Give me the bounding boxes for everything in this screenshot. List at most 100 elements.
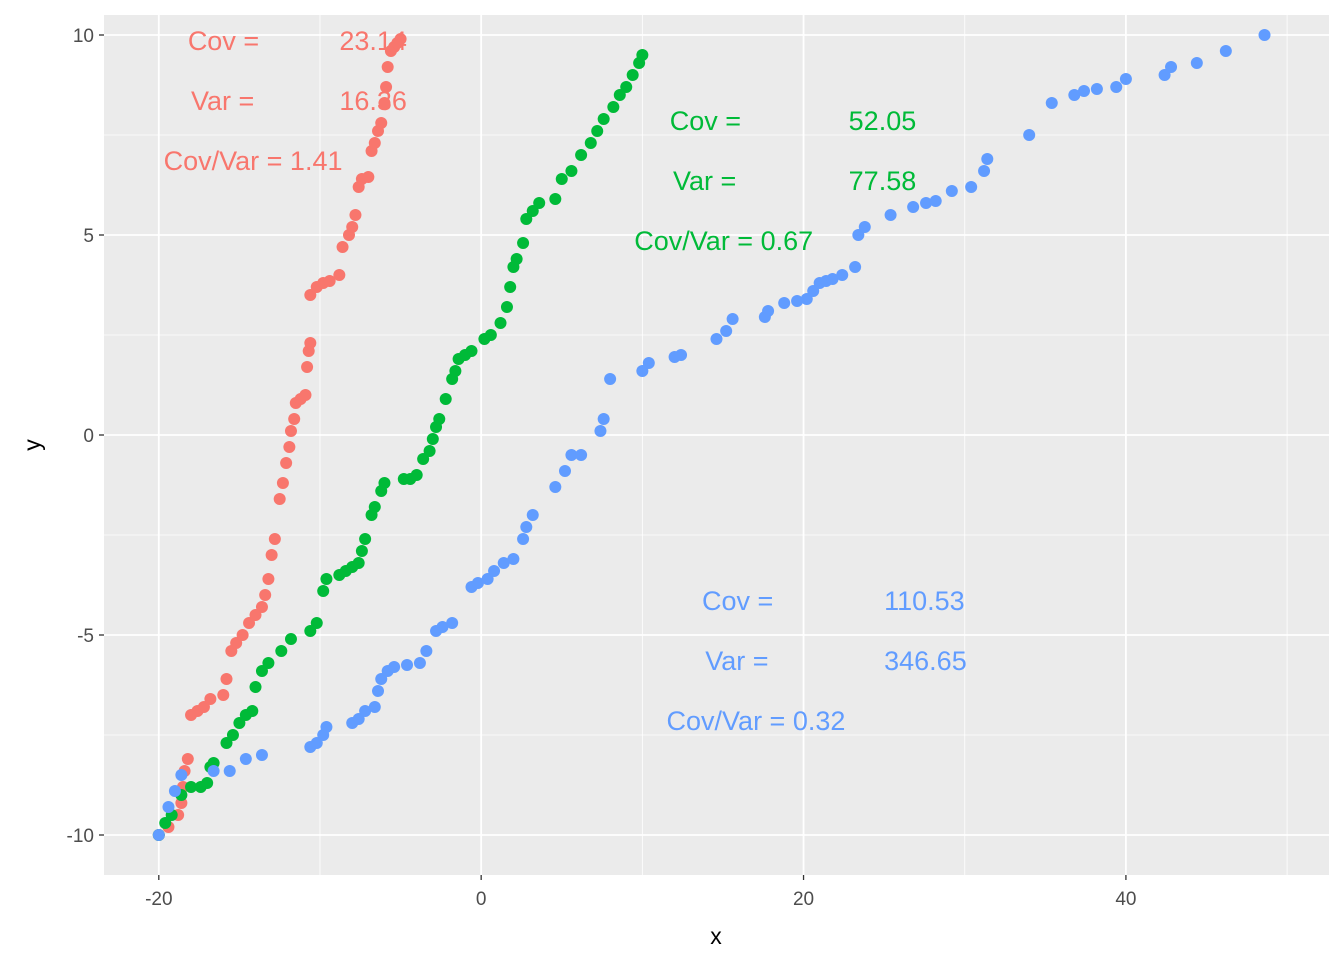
data-point xyxy=(362,171,375,183)
data-point xyxy=(945,185,958,197)
data-point xyxy=(320,721,333,733)
data-point xyxy=(791,295,804,307)
data-point xyxy=(152,829,165,841)
data-point xyxy=(807,285,820,297)
data-point xyxy=(1068,89,1081,101)
data-point xyxy=(510,253,523,265)
data-point xyxy=(507,553,520,565)
data-point xyxy=(220,737,233,749)
grid-lines xyxy=(104,15,1329,875)
data-point xyxy=(181,753,194,765)
data-point xyxy=(423,445,436,457)
data-point xyxy=(310,617,323,629)
data-point xyxy=(710,333,723,345)
data-point xyxy=(420,645,433,657)
data-point xyxy=(555,173,568,185)
data-point xyxy=(388,661,401,673)
data-point xyxy=(565,449,578,461)
y-axis-title: y xyxy=(19,439,45,451)
var-label: Var = xyxy=(191,86,254,116)
cov-var-ratio: Cov/Var = 0.32 xyxy=(667,706,846,736)
data-point xyxy=(520,521,533,533)
data-point xyxy=(197,701,210,713)
data-point xyxy=(349,209,362,221)
data-point xyxy=(378,97,391,109)
var-label: Var = xyxy=(705,646,768,676)
data-point xyxy=(597,413,610,425)
data-point xyxy=(626,69,639,81)
x-axis-title: x xyxy=(710,923,722,949)
data-point xyxy=(565,165,578,177)
data-point xyxy=(981,153,994,165)
data-point xyxy=(1158,69,1171,81)
var-value: 346.65 xyxy=(884,646,967,676)
axis-ticks: -20 0 20 40 -10 -5 0 5 10 xyxy=(67,26,1137,910)
data-point xyxy=(726,313,739,325)
data-point xyxy=(517,533,530,545)
data-point xyxy=(449,365,462,377)
data-point xyxy=(504,281,517,293)
data-point xyxy=(762,305,775,317)
data-point xyxy=(380,81,393,93)
data-point xyxy=(378,477,391,489)
data-point xyxy=(280,457,293,469)
y-tick-label: 0 xyxy=(83,426,94,447)
data-point xyxy=(929,195,942,207)
data-point xyxy=(465,345,478,357)
data-point xyxy=(304,337,317,349)
var-value: 77.58 xyxy=(849,166,917,196)
data-point xyxy=(368,501,381,513)
data-point xyxy=(607,101,620,113)
data-point xyxy=(858,221,871,233)
data-point xyxy=(159,817,172,829)
data-point xyxy=(381,61,394,73)
data-point xyxy=(320,573,333,585)
x-tick-label: -20 xyxy=(145,889,172,910)
data-point xyxy=(413,657,426,669)
data-point xyxy=(246,705,259,717)
data-point xyxy=(778,297,791,309)
data-point xyxy=(317,585,330,597)
data-point xyxy=(375,117,388,129)
data-point xyxy=(249,609,262,621)
data-point xyxy=(359,533,372,545)
cov-value: 52.05 xyxy=(849,106,917,136)
data-point xyxy=(304,289,317,301)
data-point xyxy=(426,433,439,445)
data-point xyxy=(323,275,336,287)
data-point xyxy=(355,545,368,557)
annotation-series-1: Cov = 23.14 Var = 16.36 Cov/Var = 1.41 xyxy=(164,26,407,176)
data-point xyxy=(275,645,288,657)
data-point xyxy=(239,753,252,765)
data-point xyxy=(446,617,459,629)
data-point xyxy=(352,557,365,569)
data-point xyxy=(417,453,430,465)
data-point xyxy=(255,749,268,761)
data-point xyxy=(575,149,588,161)
annotation-series-2: Cov = 52.05 Var = 77.58 Cov/Var = 0.67 xyxy=(634,106,916,256)
cov-label: Cov = xyxy=(670,106,741,136)
data-point xyxy=(584,137,597,149)
data-point xyxy=(346,221,359,233)
data-point xyxy=(920,197,933,209)
data-point xyxy=(283,441,296,453)
data-point xyxy=(526,509,539,521)
x-tick-label: 20 xyxy=(793,889,814,910)
data-point xyxy=(394,33,407,45)
data-point xyxy=(284,633,297,645)
data-point xyxy=(236,629,249,641)
cov-label: Cov = xyxy=(188,26,259,56)
data-point xyxy=(436,621,449,633)
cov-var-ratio: Cov/Var = 1.41 xyxy=(164,146,343,176)
data-point xyxy=(233,717,246,729)
var-value: 16.36 xyxy=(339,86,407,116)
data-point xyxy=(1023,129,1036,141)
data-point xyxy=(558,465,571,477)
data-point xyxy=(484,329,497,341)
data-point xyxy=(301,361,314,373)
data-point xyxy=(720,325,733,337)
data-point xyxy=(978,165,991,177)
data-point xyxy=(276,477,289,489)
data-point xyxy=(965,181,978,193)
